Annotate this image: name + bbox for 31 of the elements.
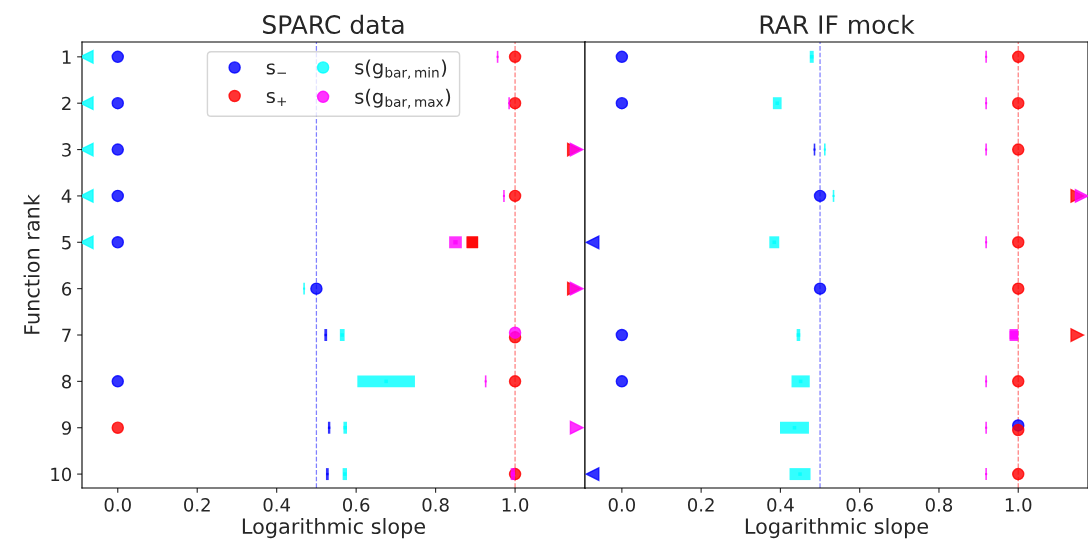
y-tick-label: 2: [62, 96, 71, 111]
y-tick-label: 9: [61, 421, 72, 435]
x-tick-label: 0.2: [687, 498, 714, 512]
x-tick-label: 0.0: [104, 498, 131, 512]
x-tick-label: 0.2: [184, 498, 210, 512]
legend-label: s$_{+}$: [266, 91, 287, 107]
x-tick-label: 0.6: [846, 498, 873, 512]
y-tick-label: 6: [62, 282, 72, 296]
y-tick-label: 5: [62, 235, 71, 250]
x-tick-label: 0.8: [422, 498, 449, 512]
chart-title: RAR IF mock: [760, 14, 915, 35]
y-tick-label: 10: [51, 467, 72, 482]
y-tick-label: 7: [62, 328, 71, 342]
legend-label: s(g$_{bar,min}$): [355, 59, 447, 80]
y-tick-label: 4: [61, 189, 72, 203]
x-tick-label: 0.8: [925, 498, 953, 512]
chart-title: SPARC data: [263, 14, 404, 35]
x-tick-label: 0.0: [608, 498, 636, 512]
x-tick-label: 0.4: [767, 498, 794, 512]
legend-label: s(g$_{bar,max}$): [355, 88, 451, 109]
legend-label: s$_{−}$: [266, 63, 287, 75]
y-tick-label: 3: [62, 143, 71, 157]
y-axis-title: Function rank: [23, 194, 40, 334]
x-tick-label: 1.0: [1005, 498, 1032, 512]
y-tick-label: 1: [62, 50, 71, 64]
x-tick-label: 0.4: [263, 498, 291, 512]
y-tick-label: 8: [62, 374, 72, 389]
x-axis-title: Logarithmic slope: [745, 517, 929, 539]
x-tick-label: 0.6: [342, 498, 370, 512]
x-axis-title: Logarithmic slope: [242, 517, 426, 539]
x-tick-label: 1.0: [502, 498, 529, 512]
